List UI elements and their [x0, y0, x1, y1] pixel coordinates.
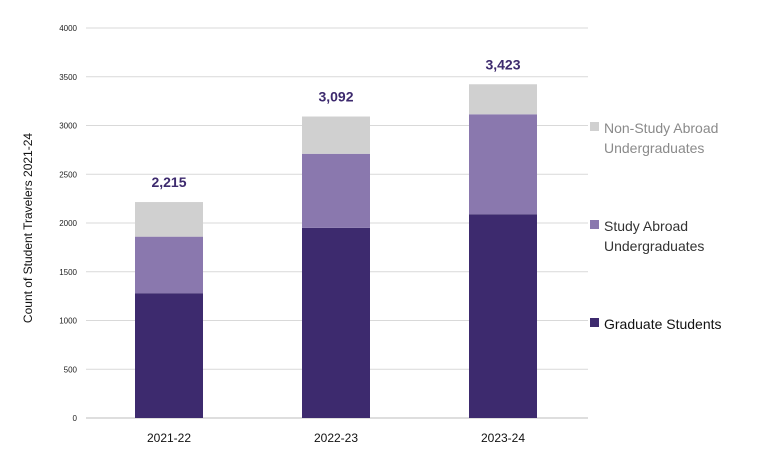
bar-total-label: 3,423: [485, 56, 520, 72]
x-tick-label: 2021-22: [147, 431, 191, 445]
y-tick-label: 500: [64, 365, 78, 374]
bar-segment: [469, 214, 537, 418]
y-tick-label: 3500: [59, 73, 77, 82]
bar-segment: [135, 202, 203, 237]
y-tick-label: 2500: [59, 170, 77, 179]
bar-total-label: 2,215: [151, 174, 186, 190]
legend-label: Non-Study Abroad Undergraduates: [604, 120, 719, 156]
x-axis-category-labels: 2021-22 2022-23 2023-24: [147, 431, 525, 445]
bar-segment: [135, 293, 203, 418]
y-tick-label: 4000: [59, 24, 77, 33]
x-tick-label: 2022-23: [314, 431, 358, 445]
legend-swatch: [590, 220, 599, 229]
legend-item-study-abroad: Study Abroad Undergraduates: [590, 216, 760, 256]
legend-swatch: [590, 318, 599, 327]
y-axis-label: Count of Student Travelers 2021-24: [21, 133, 35, 323]
y-tick-label: 0: [73, 414, 78, 423]
y-tick-label: 1500: [59, 268, 77, 277]
bar-segment: [469, 84, 537, 115]
bar-segment: [469, 114, 537, 215]
x-tick-label: 2023-24: [481, 431, 525, 445]
bar-segment: [302, 116, 370, 154]
legend-label: Study Abroad Undergraduates: [604, 218, 705, 254]
legend-item-non-study-abroad: Non-Study Abroad Undergraduates: [590, 118, 760, 158]
legend-label: Graduate Students: [604, 316, 722, 332]
y-tick-label: 3000: [59, 122, 77, 131]
bar-segment: [302, 227, 370, 418]
y-axis-ticks: 0 500 1000 1500 2000 2500 3000 3500 4000: [59, 24, 77, 423]
y-tick-label: 1000: [59, 317, 77, 326]
legend-swatch: [590, 122, 599, 131]
bar-segment: [135, 236, 203, 294]
bars: [135, 84, 537, 418]
bar-total-label: 3,092: [318, 89, 353, 105]
bar-segment: [302, 153, 370, 228]
legend-item-graduate-students: Graduate Students: [590, 314, 760, 334]
bar-total-labels: 2,215 3,092 3,423: [151, 56, 520, 190]
y-tick-label: 2000: [59, 219, 77, 228]
